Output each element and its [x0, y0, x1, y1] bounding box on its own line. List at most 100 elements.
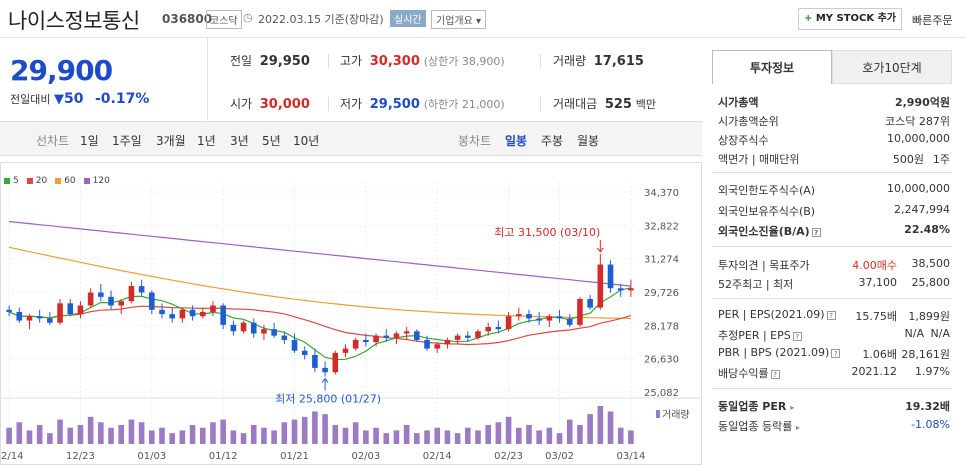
trade-value-value: 525: [604, 97, 632, 112]
pbr-label: PBR | BPS (2021.09): [718, 346, 830, 359]
volume-bar: [352, 422, 359, 444]
divider: [712, 172, 952, 173]
help-icon[interactable]: ?: [831, 348, 841, 358]
tab-order-book[interactable]: 호가10단계: [832, 50, 952, 84]
legend-swatch: [83, 177, 90, 184]
period-3y[interactable]: 3년: [230, 134, 249, 148]
stock-name: 나이스정보통신: [8, 9, 140, 33]
candle-daily[interactable]: 일봉: [505, 134, 528, 148]
candle-body: [57, 303, 63, 323]
foreign-ratio-value: 22.48%: [904, 223, 950, 236]
high-arrow-head: [596, 247, 604, 253]
y-tick-label: 26,630: [644, 355, 679, 366]
est-per-label: 추정PER | EPS: [718, 329, 791, 342]
candle-body: [149, 292, 155, 310]
prev-close: 전일 29,950: [230, 52, 310, 69]
candle-body: [240, 322, 247, 332]
volume-bar: [393, 430, 400, 444]
volume-bar: [607, 411, 614, 444]
quick-order-button[interactable]: 빠른주문: [912, 14, 953, 27]
industry-per-label: 동일업종 PER: [718, 400, 787, 413]
period-1w[interactable]: 1주일: [112, 134, 142, 148]
period-3m[interactable]: 3개월: [156, 134, 186, 148]
prev-close-value: 29,950: [259, 54, 310, 69]
candle-monthly[interactable]: 월봉: [577, 134, 600, 148]
foreign-ratio-label: 외국인소진율(B/A): [718, 225, 810, 238]
ma120-line: [9, 220, 631, 287]
volume-bar: [566, 419, 573, 444]
week52-row: 52주최고 | 최저 37,100 25,800: [718, 274, 952, 292]
candle-body: [363, 339, 369, 343]
stock-chart[interactable]: 34,370 32,822 31,274 29,726 28,178 26,630 25,0…: [0, 156, 702, 467]
divider: [540, 54, 541, 68]
chevron-right-icon: ▸: [795, 423, 800, 432]
market-cap-rank-value: 코스닥 287위: [885, 115, 950, 128]
candle-chart-label: 봉차트: [458, 134, 492, 148]
dividend-label: 배당수익률: [718, 367, 769, 380]
candle-body: [566, 318, 573, 325]
volume-bar: [332, 425, 339, 444]
y-tick-label: 28,178: [644, 321, 679, 332]
volume-bar: [617, 427, 624, 444]
ma20-line: [8, 305, 632, 346]
opinion-label: 투자의견 | 목표주가: [718, 259, 810, 272]
trade-value-unit: 백만: [635, 98, 657, 111]
volume-bar: [301, 416, 308, 444]
volume-value: 17,615: [593, 54, 644, 69]
price-change: 전일대비 ▼50 -0.17%: [10, 91, 149, 107]
legend-item: 120: [83, 176, 110, 186]
x-tick-label: 02/03: [351, 451, 380, 462]
help-icon[interactable]: ?: [770, 369, 780, 379]
par-row: 액면가 | 매매단위 500원 1주: [718, 149, 952, 167]
legend-swatch: [4, 177, 10, 184]
foreign-limit-row: 외국인한도주식수(A) 10,000,000: [718, 180, 952, 198]
period-1d[interactable]: 1일: [80, 134, 99, 148]
volume-bar: [26, 430, 33, 444]
est-per-value: N/A: [904, 327, 924, 340]
volume-bar: [465, 427, 471, 444]
volume-bar: [363, 430, 369, 444]
candle-body: [67, 303, 74, 315]
x-tick-label: 03/14: [616, 451, 645, 462]
chart-frame: [0, 162, 702, 465]
period-5y[interactable]: 5년: [262, 134, 281, 148]
stock-header: 나이스정보통신 036800 코스닥 ◷ 2022.03.15 기준(장마감) …: [0, 0, 966, 38]
volume-bar: [628, 430, 634, 444]
realtime-button[interactable]: 실시간: [390, 10, 426, 27]
help-icon[interactable]: ?: [826, 310, 836, 320]
foreign-limit-value: 10,000,000: [887, 182, 950, 195]
candle-body: [26, 316, 33, 321]
add-my-stock-button[interactable]: + MY STOCK 추가: [798, 8, 902, 30]
divider: [712, 388, 952, 389]
x-tick-label: 12/14: [0, 451, 24, 462]
candle-body: [424, 339, 430, 349]
candle-body: [383, 335, 390, 338]
volume-bar: [414, 433, 420, 444]
candle-body: [261, 329, 267, 334]
tab-invest-info[interactable]: 투자정보: [712, 50, 832, 84]
open-label: 시가: [230, 97, 253, 111]
period-1y[interactable]: 1년: [197, 134, 216, 148]
target-price-value: 38,500: [911, 257, 951, 270]
candle-body: [536, 318, 542, 321]
candle-weekly[interactable]: 주봉: [541, 134, 564, 148]
help-icon[interactable]: ?: [811, 227, 821, 237]
low-arrow-head: [321, 377, 329, 383]
opinion-row: 투자의견 | 목표주가 4.00매수 38,500: [718, 255, 952, 273]
upper-limit: (상한가 38,900): [423, 55, 505, 68]
volume-label: 거래량: [662, 409, 690, 421]
candle-body: [454, 335, 461, 340]
help-icon[interactable]: ?: [792, 331, 802, 341]
line-chart-label: 선차트: [36, 134, 70, 148]
week52-low-value: 25,800: [911, 276, 951, 289]
volume-bar: [77, 425, 84, 444]
volume-bar: [240, 433, 247, 444]
volume-bar: [250, 425, 257, 444]
per-label-wrap: PER | EPS(2021.09)?: [718, 308, 836, 321]
volume-bar: [485, 425, 491, 444]
plus-icon: +: [803, 13, 813, 24]
company-overview-dropdown[interactable]: 기업개요 ▾: [431, 10, 486, 29]
candle-body: [597, 264, 604, 308]
volume-bar: [108, 427, 114, 444]
period-10y[interactable]: 10년: [293, 134, 320, 148]
